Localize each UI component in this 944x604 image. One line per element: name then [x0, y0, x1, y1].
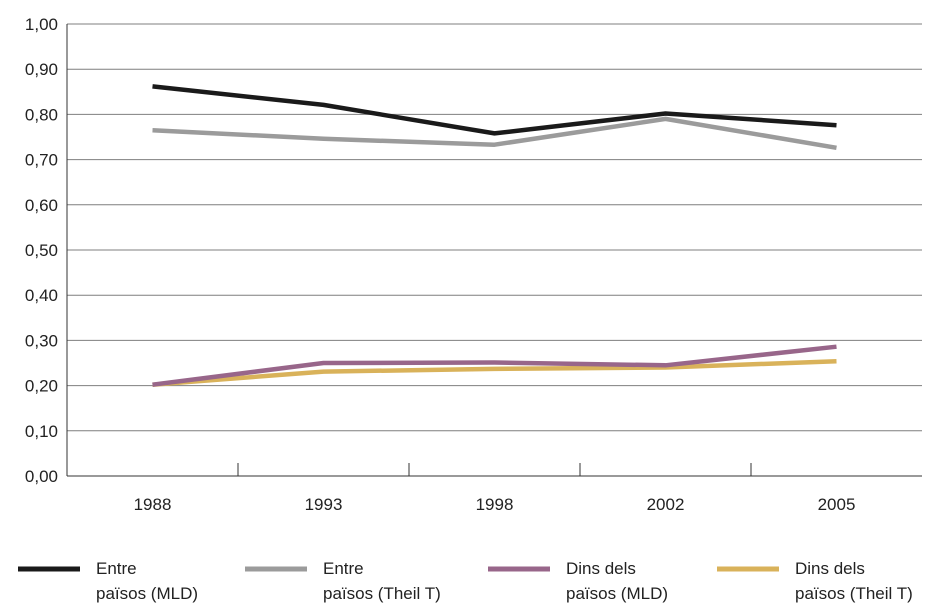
legend-label: Entre: [96, 559, 137, 578]
y-tick-label: 0,70: [25, 151, 58, 170]
x-tick-label: 1993: [305, 495, 343, 514]
legend-label: països (MLD): [96, 584, 198, 603]
y-tick-label: 0,30: [25, 331, 58, 350]
x-axis-ticks: 1988 1993 1998 2002 2005: [134, 495, 856, 514]
x-tick-label: 2002: [647, 495, 685, 514]
series-line: [152, 344, 837, 387]
legend-label: Dins dels: [566, 559, 636, 578]
y-tick-label: 0,00: [25, 467, 58, 486]
series-line: [152, 116, 837, 151]
legend-label: Entre: [323, 559, 364, 578]
y-tick-label: 0,80: [25, 105, 58, 124]
x-tick-label: 2005: [818, 495, 856, 514]
y-tick-label: 0,90: [25, 60, 58, 79]
gridlines: [67, 23, 922, 432]
y-tick-label: 0,60: [25, 196, 58, 215]
axes: [66, 24, 922, 477]
x-tick-label: 1988: [134, 495, 172, 514]
series-line: [152, 358, 837, 387]
y-axis-ticks: 0,00 0,10 0,20 0,30 0,40 0,50 0,60 0,70 0,80 0,90…: [25, 15, 58, 486]
y-tick-label: 0,40: [25, 286, 58, 305]
series-line: [152, 84, 837, 136]
legend-label: països (MLD): [566, 584, 668, 603]
legend-label: Dins dels: [795, 559, 865, 578]
legend-label: països (Theil T): [323, 584, 441, 603]
y-tick-label: 1,00: [25, 15, 58, 34]
x-tick-label: 1998: [476, 495, 514, 514]
y-tick-label: 0,50: [25, 241, 58, 260]
y-tick-label: 0,10: [25, 422, 58, 441]
y-tick-label: 0,20: [25, 377, 58, 396]
legend: Entre països (MLD) Entre països (Theil T) Di…: [18, 559, 913, 603]
series-lines: [152, 84, 837, 387]
legend-label: països (Theil T): [795, 584, 913, 603]
